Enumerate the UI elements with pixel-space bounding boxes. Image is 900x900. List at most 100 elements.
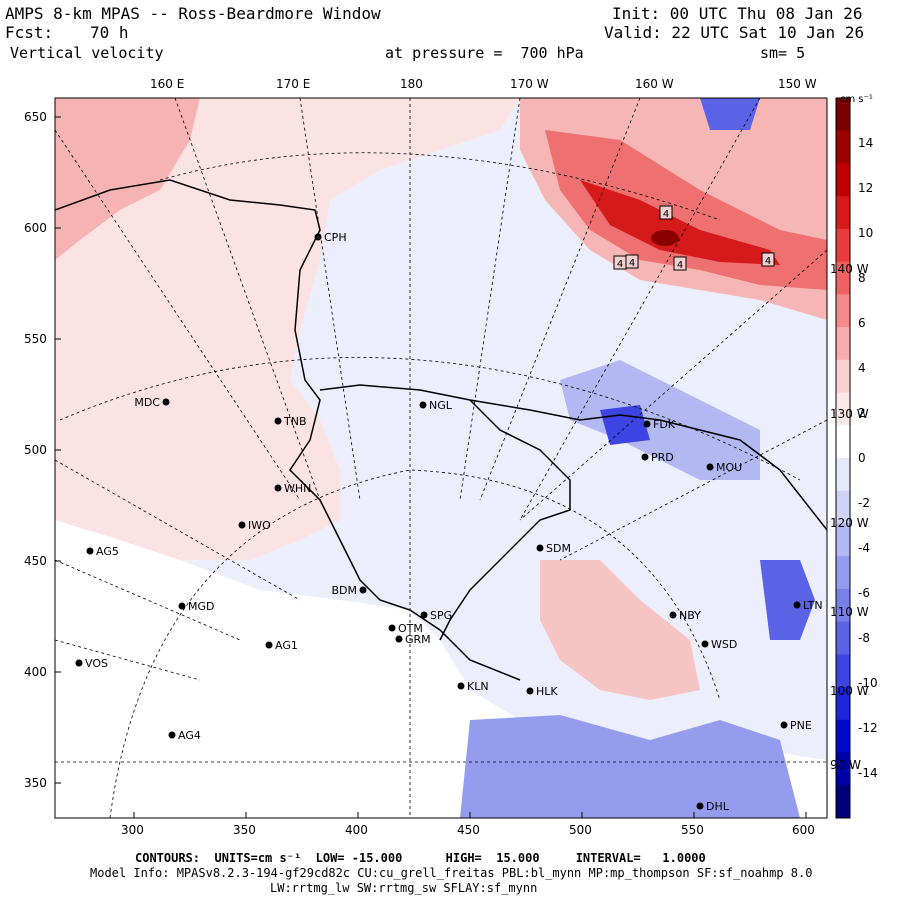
- pressure-level: at pressure = 700 hPa: [385, 44, 584, 62]
- rise-patch-northwest: [55, 98, 200, 260]
- colorbar-swatch: [836, 588, 850, 623]
- top-lon-label: 170 E: [276, 77, 311, 91]
- colorbar-swatch: [836, 327, 850, 361]
- x-tick-label: 350: [233, 823, 256, 837]
- contour-label-text: 4: [677, 260, 683, 271]
- station-dot-hlk: [526, 687, 534, 695]
- plot-frame: [54, 97, 828, 819]
- station-label-mou: MOU: [716, 461, 742, 474]
- station-label-prd: PRD: [651, 451, 674, 464]
- station-dot-ag1: [265, 641, 273, 649]
- right-lon-label: 120 W: [830, 516, 869, 530]
- contour-label-text: 4: [617, 259, 623, 270]
- station-dot-spg: [420, 611, 428, 619]
- contour-labels: 44 4 44: [613, 205, 775, 271]
- colorbar-swatch: [836, 163, 850, 197]
- station-label-hlk: HLK: [536, 685, 558, 698]
- station-label-cph: CPH: [324, 231, 347, 244]
- top-lon-label: 160 W: [635, 77, 674, 91]
- station-dot-prd: [641, 453, 649, 461]
- colorbar-swatch: [836, 294, 850, 328]
- colorbar-label: -6: [858, 586, 870, 600]
- station-dot-mdc: [162, 398, 170, 406]
- station-label-ltn: LTN: [803, 599, 823, 612]
- colorbar-swatch: [836, 359, 850, 394]
- colorbar-swatch: [836, 490, 850, 524]
- colorbar-units: cm s⁻¹: [840, 94, 873, 105]
- contour-label-frame: [673, 256, 687, 271]
- contour-label-frame: [613, 255, 627, 270]
- right-lon-label: 140 W: [830, 262, 869, 276]
- colorbar-label: -12: [858, 721, 878, 735]
- rise-patch-south-central: [540, 560, 700, 700]
- station-label-otm: OTM: [398, 622, 423, 635]
- y-tick-label: 600: [24, 221, 47, 235]
- contour-label-box: 4: [659, 205, 673, 220]
- right-lon-label: 90 W: [830, 758, 861, 772]
- forecast-hour: 70 h: [90, 23, 129, 42]
- station-dot-kln: [457, 682, 465, 690]
- grounding-line: [439, 399, 571, 641]
- colorbar-swatch: [836, 654, 850, 688]
- field-name: Vertical velocity: [10, 44, 164, 62]
- colorbar-label: 4: [858, 361, 866, 375]
- colorbar-label: 12: [858, 181, 874, 195]
- contour-label-text: 4: [663, 209, 669, 220]
- x-tick-label: 550: [681, 823, 704, 837]
- forecast-label: Fcst:: [5, 23, 54, 42]
- right-lon-label: 110 W: [830, 605, 869, 619]
- colorbar-swatch: [836, 719, 850, 754]
- contour-label-text: 4: [765, 256, 771, 267]
- station-label-ag4: AG4: [178, 729, 201, 742]
- station-label-dhl: DHL: [706, 800, 730, 813]
- station-dot-cph: [314, 233, 322, 241]
- top-lon-label: 150 W: [778, 77, 817, 91]
- station-dot-dhl: [696, 802, 704, 810]
- y-tick-label: 650: [24, 110, 47, 124]
- station-dot-ngl: [419, 401, 427, 409]
- station-label-whn: WHN: [284, 482, 311, 495]
- colorbar-label: 14: [858, 136, 874, 150]
- station-dot-pne: [780, 721, 788, 729]
- y-tick-label: 350: [24, 776, 47, 790]
- station-label-spg: SPG: [430, 609, 452, 622]
- right-lon-label: 100 W: [830, 684, 869, 698]
- station-dot-sdm: [536, 544, 544, 552]
- smoothing: sm= 5: [760, 44, 806, 62]
- graticule: [55, 98, 827, 818]
- weak-rise-region-west: [55, 98, 520, 560]
- station-label-tnb: TNB: [283, 415, 307, 428]
- updraft-max: [651, 230, 679, 246]
- colorbar-label: 2: [858, 406, 866, 420]
- colorbar-swatch: [836, 196, 850, 230]
- colorbar-swatch: [836, 130, 850, 164]
- init-time: Init: 00 UTC Thu 08 Jan 26: [612, 4, 863, 23]
- model-info: Model Info: MPASv8.2.3-194-gf29cd82c CU:…: [90, 866, 813, 880]
- downdraft-patch-south: [460, 715, 800, 818]
- station-label-mgd: MGD: [188, 600, 215, 613]
- station-dot-bdm: [359, 586, 367, 594]
- colorbar-label: -8: [858, 631, 870, 645]
- station-label-ag1: AG1: [275, 639, 298, 652]
- colorbar-swatch: [836, 458, 850, 492]
- colorbar-label: 0: [858, 451, 866, 465]
- station-label-nby: NBY: [679, 609, 701, 622]
- station-dot-vos: [75, 659, 83, 667]
- colorbar-swatch: [836, 261, 850, 295]
- station-dot-mgd: [178, 602, 186, 610]
- station-labels: CPH MDC TNB NGL FDK PRD MOU WHN IWO AG5 SDM BDM SPG O…: [85, 231, 823, 813]
- x-tick-label: 500: [569, 823, 592, 837]
- colorbar-swatch: [836, 98, 850, 132]
- station-label-wsd: WSD: [711, 638, 737, 651]
- colorbar-label: 8: [858, 271, 866, 285]
- colorbar: [835, 97, 851, 819]
- colorbar-swatch: [836, 621, 850, 655]
- station-label-ag5: AG5: [96, 545, 119, 558]
- x-tick-label: 300: [121, 823, 144, 837]
- station-label-vos: VOS: [85, 657, 108, 670]
- colorbar-swatch: [836, 785, 850, 819]
- top-lon-label: 180: [400, 77, 423, 91]
- physics-info: LW:rrtmg_lw SW:rrtmg_sw SFLAY:sf_mynn: [270, 881, 538, 895]
- station-label-bdm: BDM: [331, 584, 357, 597]
